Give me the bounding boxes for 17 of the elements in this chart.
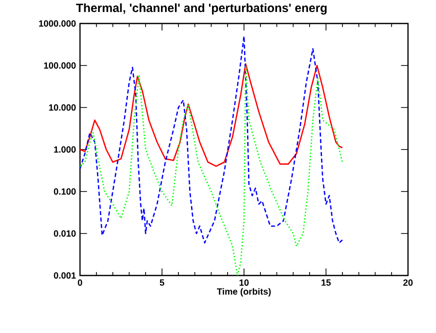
y-tick-label: 100.000 — [44, 62, 76, 69]
x-tick-label: 0 — [78, 280, 82, 286]
x-tick-label: 15 — [322, 280, 331, 286]
y-tick-label: 1.000 — [54, 146, 76, 153]
y-tick-label: 0.001 — [54, 272, 76, 279]
x-tick-label: 5 — [160, 280, 164, 286]
y-tick-label: 1000.000 — [39, 20, 76, 27]
y-tick-label: 0.100 — [54, 188, 76, 195]
x-axis-title: Time (orbits) — [216, 288, 271, 297]
line-series — [80, 65, 344, 276]
y-tick-label: 0.010 — [54, 230, 76, 237]
x-tick-label: 10 — [240, 280, 249, 286]
line-series — [80, 36, 344, 244]
chart-title: Thermal, 'channel' and 'perturbations' energ — [76, 4, 327, 15]
line-series — [80, 63, 344, 168]
x-tick-label: 20 — [403, 280, 413, 286]
y-tick-label: 10.000 — [49, 104, 76, 111]
